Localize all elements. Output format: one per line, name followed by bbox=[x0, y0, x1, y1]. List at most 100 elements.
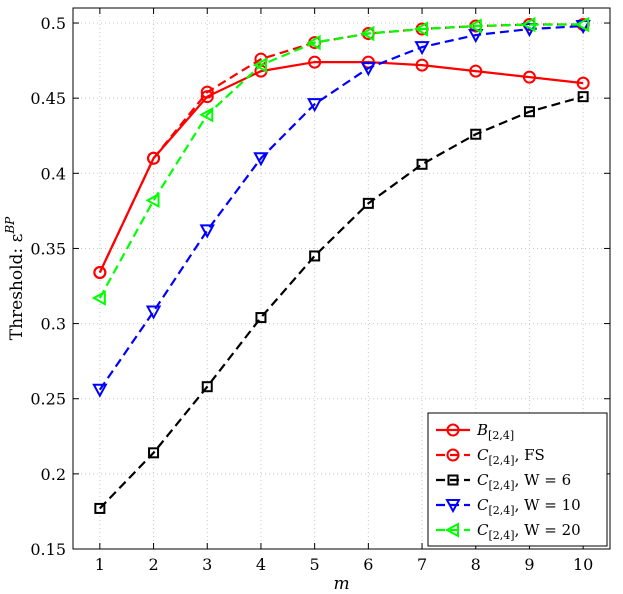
y-tick-label: 0.35 bbox=[30, 239, 66, 258]
y-tick-label: 0.15 bbox=[30, 540, 66, 559]
legend-label: B[2,4] bbox=[476, 421, 514, 442]
data-point bbox=[308, 55, 322, 69]
legend-item: B[2,4] bbox=[436, 421, 514, 442]
data-point bbox=[469, 64, 483, 78]
data-point bbox=[416, 158, 428, 170]
legend-label-rest: , W = 20 bbox=[515, 521, 581, 539]
series bbox=[92, 20, 591, 398]
legend-label-subscript: [2,4] bbox=[488, 504, 514, 517]
legend: B[2,4]C[2,4], FSC[2,4], W = 6C[2,4], W =… bbox=[427, 412, 608, 547]
data-point bbox=[415, 58, 429, 72]
data-point bbox=[470, 128, 482, 140]
legend-label-subscript: [2,4] bbox=[488, 454, 514, 467]
legend-marker bbox=[445, 499, 461, 514]
data-point bbox=[148, 447, 160, 459]
legend-label-rest: , FS bbox=[515, 446, 545, 464]
series-line bbox=[98, 23, 584, 299]
legend-label: C[2,4], FS bbox=[477, 446, 545, 467]
series bbox=[94, 91, 589, 514]
data-point bbox=[199, 224, 215, 239]
legend-marker bbox=[444, 522, 459, 538]
legend-label-subscript: [2,4] bbox=[488, 529, 514, 542]
x-tick-label: 4 bbox=[256, 555, 266, 574]
data-point bbox=[94, 502, 106, 514]
legend-label-rest: , W = 6 bbox=[515, 471, 572, 489]
data-point bbox=[576, 76, 590, 90]
legend-label-letter: C bbox=[477, 496, 489, 514]
x-tick-label: 1 bbox=[95, 555, 105, 574]
x-tick-label: 6 bbox=[363, 555, 373, 574]
data-point bbox=[199, 107, 214, 123]
legend-item: C[2,4], FS bbox=[436, 446, 545, 467]
legend-label-letter: B bbox=[476, 421, 488, 439]
data-point bbox=[360, 62, 377, 77]
x-tick-label: 3 bbox=[202, 555, 212, 574]
x-axis-label: m bbox=[333, 574, 349, 594]
series bbox=[91, 16, 590, 306]
x-tick-label: 5 bbox=[310, 555, 320, 574]
data-point bbox=[252, 57, 267, 73]
data-point bbox=[255, 312, 267, 324]
data-point bbox=[92, 383, 108, 398]
legend-label-letter: C bbox=[477, 471, 489, 489]
y-axis-label-superscript: BP bbox=[3, 216, 17, 235]
data-point bbox=[467, 18, 482, 34]
data-point bbox=[521, 16, 536, 33]
y-tick-label: 0.25 bbox=[30, 390, 66, 409]
x-tick-label: 8 bbox=[471, 555, 481, 574]
y-tick-label: 0.2 bbox=[41, 465, 66, 484]
legend-label: C[2,4], W = 20 bbox=[477, 521, 581, 542]
legend-label-rest: , W = 10 bbox=[515, 496, 581, 514]
data-point bbox=[575, 16, 590, 33]
data-point bbox=[253, 152, 269, 167]
data-point bbox=[414, 41, 430, 56]
series-line bbox=[99, 95, 584, 510]
legend-label-subscript: [2,4] bbox=[488, 479, 514, 492]
legend-label-subscript: [2,4] bbox=[488, 429, 514, 442]
legend-item: C[2,4], W = 10 bbox=[436, 496, 581, 517]
legend-item: C[2,4], W = 20 bbox=[436, 521, 581, 542]
y-axis-label-main: Threshold: ε bbox=[7, 233, 27, 340]
x-tick-label: 7 bbox=[417, 555, 427, 574]
data-point bbox=[91, 290, 106, 306]
y-axis-label: Threshold: εBP bbox=[3, 216, 27, 340]
data-point bbox=[145, 192, 160, 209]
plot-frame bbox=[72, 7, 611, 550]
series bbox=[93, 18, 590, 279]
data-point bbox=[145, 305, 162, 320]
data-point bbox=[362, 197, 374, 209]
series bbox=[93, 55, 590, 279]
data-point bbox=[93, 265, 107, 279]
series-line bbox=[98, 60, 584, 273]
y-tick-label: 0.3 bbox=[41, 315, 66, 334]
x-tick-label: 2 bbox=[148, 555, 158, 574]
data-point bbox=[309, 250, 321, 262]
data-point bbox=[413, 21, 429, 37]
y-tick-label: 0.4 bbox=[41, 164, 66, 183]
legend-label-letter: C bbox=[477, 521, 489, 539]
series-line bbox=[98, 24, 584, 391]
legend-label: C[2,4], W = 6 bbox=[477, 471, 571, 492]
y-tick-label: 0.45 bbox=[30, 89, 66, 108]
legend-marker bbox=[446, 448, 460, 462]
legend-marker bbox=[447, 474, 459, 486]
legend-label: C[2,4], W = 10 bbox=[477, 496, 581, 517]
data-point bbox=[360, 25, 375, 42]
legend-marker bbox=[446, 423, 460, 437]
data-point bbox=[306, 34, 321, 51]
y-tick-label: 0.5 bbox=[41, 14, 66, 33]
legend-label-letter: C bbox=[477, 446, 489, 464]
x-tick-label: 10 bbox=[573, 555, 593, 574]
data-point bbox=[522, 70, 536, 84]
data-point bbox=[577, 91, 589, 103]
data-point bbox=[523, 106, 535, 118]
data-point bbox=[306, 98, 323, 113]
series-layer bbox=[91, 16, 591, 514]
data-point bbox=[201, 381, 213, 393]
axis-ticks: 1 2 3 4 5 6 7 8 9 10 0.15 0.2 0.25 0.3 0.35 0.4 0.45 0.5 bbox=[30, 8, 610, 574]
data-point bbox=[147, 151, 161, 165]
data-point bbox=[200, 85, 214, 99]
x-tick-label: 9 bbox=[524, 555, 534, 574]
legend-item: C[2,4], W = 6 bbox=[436, 471, 571, 492]
